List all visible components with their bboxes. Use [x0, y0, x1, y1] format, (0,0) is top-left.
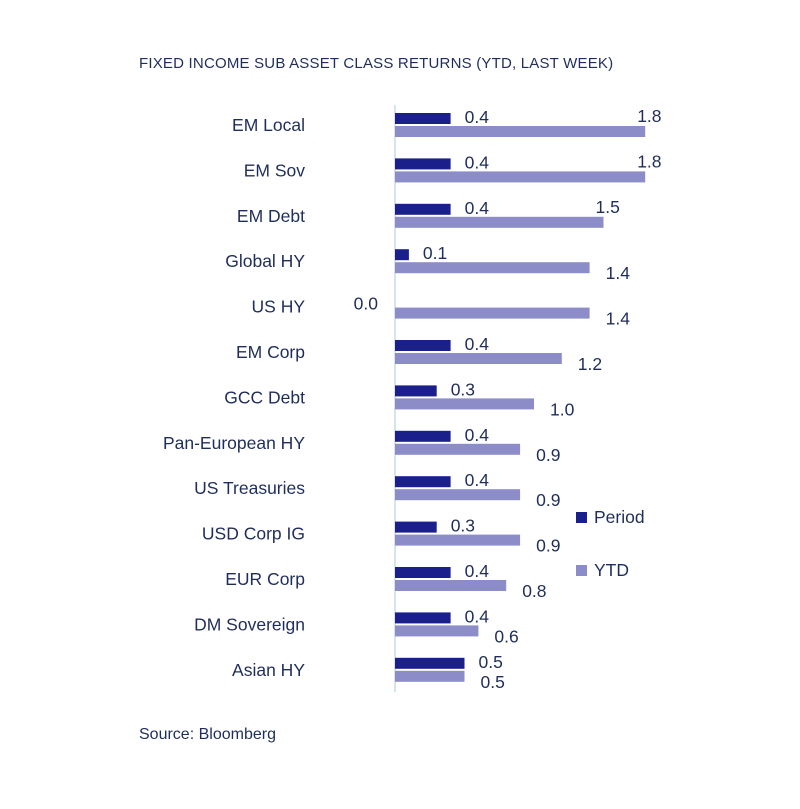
- period-bar: [395, 203, 451, 215]
- ytd-bar: [395, 171, 646, 183]
- category-label: EM Sov: [244, 160, 306, 180]
- period-value-label: 0.5: [479, 652, 503, 672]
- period-value-label: 0.3: [451, 379, 475, 399]
- category-label: EM Debt: [237, 206, 305, 226]
- period-value-label: 0.4: [465, 107, 490, 127]
- category-label: EUR Corp: [225, 569, 305, 589]
- period-value-label: 0.4: [465, 334, 490, 354]
- ytd-bar: [395, 262, 590, 274]
- ytd-value-label: 1.0: [550, 399, 575, 419]
- ytd-value-label: 0.8: [522, 581, 546, 601]
- period-value-label: 0.0: [354, 294, 379, 314]
- period-bar: [395, 476, 451, 488]
- legend-swatch-period: [576, 512, 587, 523]
- period-bar: [395, 249, 409, 261]
- source-note: Source: Bloomberg: [139, 726, 276, 743]
- ytd-value-label: 0.9: [536, 490, 560, 510]
- category-label: US Treasuries: [194, 478, 305, 498]
- period-bar: [395, 158, 451, 170]
- period-value-label: 0.4: [465, 606, 490, 626]
- ytd-bar: [395, 307, 590, 319]
- ytd-bar: [395, 126, 646, 137]
- ytd-bar: [395, 625, 479, 637]
- period-bar: [395, 612, 451, 624]
- category-label: DM Sovereign: [194, 614, 305, 634]
- ytd-bar: [395, 216, 604, 228]
- legend-swatch-ytd: [576, 565, 587, 576]
- ytd-value-label: 0.9: [536, 536, 560, 556]
- period-value-label: 0.1: [423, 243, 447, 263]
- category-label: GCC Debt: [224, 387, 305, 407]
- ytd-bar: [395, 534, 521, 546]
- ytd-bar: [395, 353, 562, 364]
- period-bar: [395, 657, 465, 669]
- ytd-value-label: 0.9: [536, 445, 560, 465]
- ytd-value-label: 1.2: [578, 354, 602, 374]
- period-value-label: 0.4: [465, 561, 490, 581]
- ytd-bar: [395, 489, 521, 501]
- ytd-value-label: 1.8: [637, 151, 661, 171]
- period-bar: [395, 567, 451, 578]
- ytd-value-label: 1.4: [606, 309, 631, 329]
- period-value-label: 0.4: [465, 152, 490, 172]
- ytd-bar: [395, 398, 534, 410]
- period-bar: [395, 521, 437, 533]
- ytd-bar: [395, 580, 507, 591]
- period-bar: [395, 385, 437, 397]
- category-label: EM Local: [232, 115, 305, 135]
- category-label: Pan-European HY: [163, 433, 305, 453]
- period-bar: [395, 340, 451, 351]
- period-value-label: 0.4: [465, 425, 490, 445]
- ytd-value-label: 0.5: [481, 672, 505, 692]
- ytd-bar: [395, 670, 465, 682]
- category-label: US HY: [252, 297, 306, 317]
- category-label: Asian HY: [232, 660, 305, 680]
- ytd-value-label: 1.8: [637, 106, 661, 126]
- ytd-value-label: 1.5: [596, 197, 620, 217]
- category-label: USD Corp IG: [202, 524, 305, 544]
- category-label: EM Corp: [236, 342, 305, 362]
- period-value-label: 0.3: [451, 516, 475, 536]
- period-bar: [395, 113, 451, 124]
- period-value-label: 0.4: [465, 470, 490, 490]
- ytd-bar: [395, 443, 521, 455]
- ytd-value-label: 0.6: [494, 626, 518, 646]
- legend-label-period: Period: [594, 507, 645, 527]
- chart-title: FIXED INCOME SUB ASSET CLASS RETURNS (YT…: [139, 55, 614, 72]
- legend-label-ytd: YTD: [594, 560, 629, 580]
- category-label: Global HY: [225, 251, 305, 271]
- period-bar: [395, 430, 451, 442]
- period-value-label: 0.4: [465, 198, 490, 218]
- ytd-value-label: 1.4: [606, 263, 631, 283]
